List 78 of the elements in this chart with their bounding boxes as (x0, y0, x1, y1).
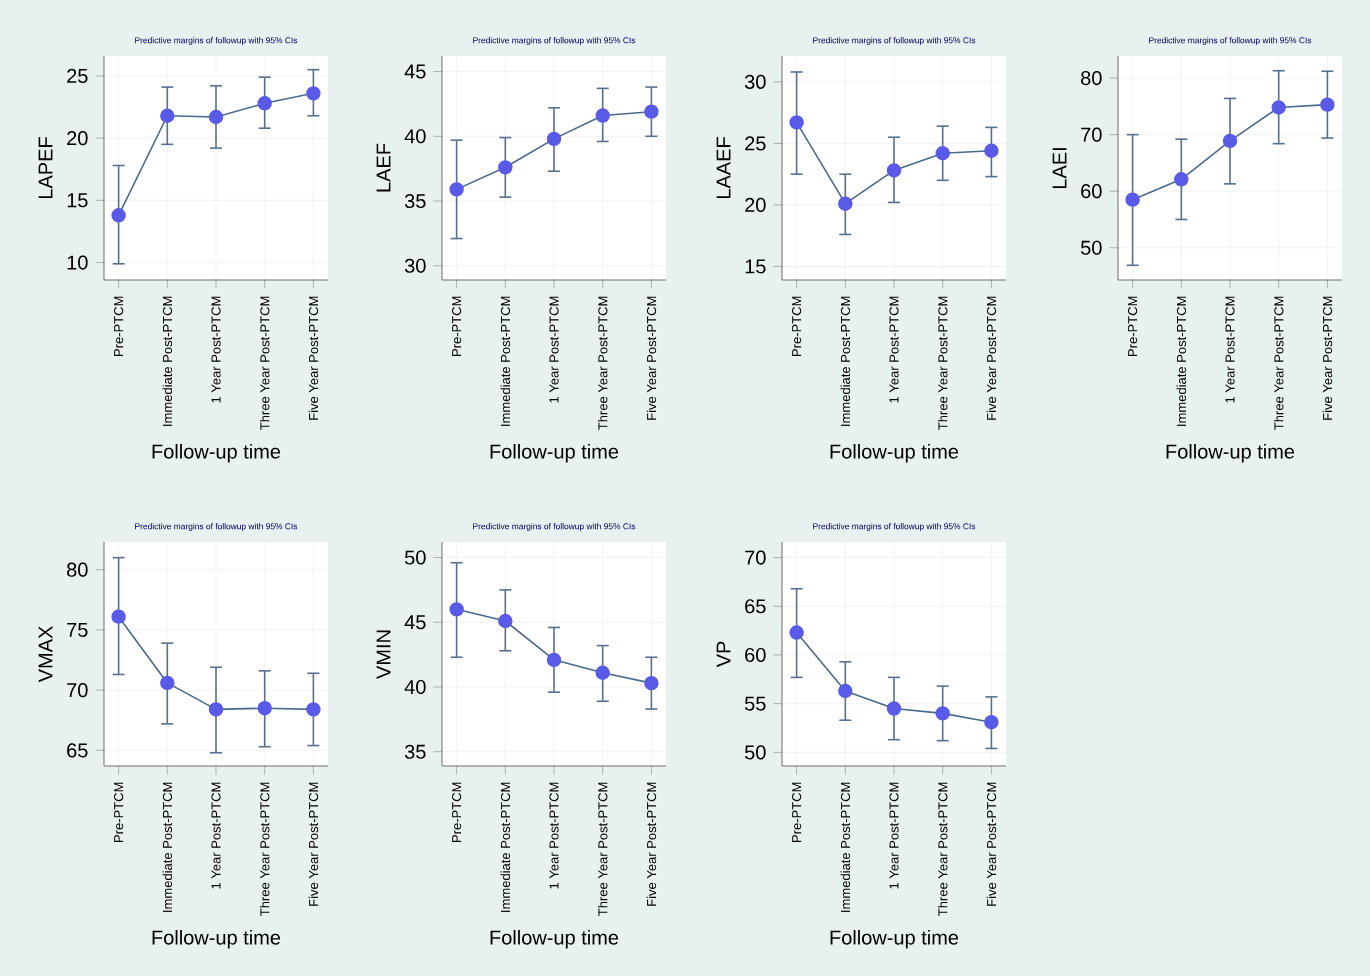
y-tick-label: 40 (404, 679, 426, 695)
y-tick-label: 20 (745, 197, 766, 212)
point (160, 675, 175, 691)
point (886, 701, 902, 716)
point (595, 665, 610, 680)
x-axis-title: Follow-up time (490, 929, 619, 949)
y-axis-title: LAEI (1052, 148, 1067, 189)
y-tick-label: 70 (67, 683, 88, 698)
point (1320, 97, 1335, 112)
y-tick-label: 25 (745, 136, 766, 151)
point (257, 96, 272, 111)
point (546, 131, 562, 147)
x-axis-title: Follow-up time (490, 443, 619, 463)
point (1271, 100, 1286, 115)
y-tick-label: 45 (404, 64, 426, 79)
point (1125, 192, 1140, 207)
y-tick-label: 50 (404, 550, 426, 565)
y-tick-label: 40 (404, 129, 426, 144)
y-axis-title: VP (716, 641, 731, 668)
point (1174, 172, 1189, 187)
y-tick-label: 70 (745, 550, 766, 565)
point (208, 109, 224, 125)
y-tick-label: 80 (1081, 70, 1102, 86)
point (984, 714, 999, 730)
point (306, 702, 321, 717)
y-tick-label: 60 (1081, 184, 1102, 199)
point (789, 115, 804, 130)
point (984, 143, 999, 158)
point (449, 602, 464, 617)
y-tick-label: 35 (404, 193, 426, 209)
y-tick-label: 10 (67, 255, 88, 270)
point (838, 683, 853, 699)
point (546, 652, 562, 668)
point (595, 108, 610, 123)
y-tick-label: 75 (67, 622, 88, 637)
point (306, 86, 321, 101)
x-axis-title: Follow-up time (152, 443, 281, 463)
point (644, 104, 659, 119)
point (1222, 133, 1238, 149)
y-tick-label: 30 (404, 258, 426, 273)
point (498, 160, 513, 175)
y-axis-title: LAAEF (716, 137, 731, 199)
y-tick-label: 50 (1080, 240, 1102, 255)
y-tick-label: 15 (745, 259, 766, 274)
y-tick-label: 50 (744, 745, 766, 760)
point (111, 609, 126, 624)
y-tick-label: 15 (67, 193, 88, 208)
x-axis-title: Follow-up time (1166, 443, 1295, 463)
y-axis-title: VMIN (376, 630, 391, 679)
x-axis-title: Follow-up time (152, 929, 281, 949)
point (257, 701, 272, 716)
y-tick-label: 65 (745, 599, 766, 614)
y-axis-title: LAEF (376, 143, 391, 192)
point (111, 208, 126, 223)
point (498, 613, 513, 629)
y-tick-label: 45 (404, 615, 426, 630)
point (449, 182, 464, 197)
y-tick-label: 70 (1081, 127, 1102, 142)
y-axis-title: VMAX (38, 626, 53, 683)
y-tick-label: 55 (744, 696, 766, 711)
point (644, 675, 659, 691)
point (935, 146, 950, 161)
y-tick-label: 80 (67, 562, 88, 577)
y-tick-label: 35 (404, 744, 426, 759)
point (886, 163, 902, 178)
x-axis-title: Follow-up time (830, 443, 959, 463)
point (160, 108, 175, 123)
point (208, 702, 224, 717)
y-tick-label: 65 (67, 743, 88, 758)
point (935, 706, 950, 721)
y-tick-label: 60 (745, 647, 766, 663)
point (838, 196, 853, 211)
y-tick-label: 25 (67, 68, 88, 83)
y-tick-label: 30 (744, 74, 766, 89)
y-tick-label: 20 (67, 131, 88, 146)
y-axis-title: LAPEF (38, 137, 53, 199)
x-axis-title: Follow-up time (830, 929, 959, 949)
point (789, 625, 804, 640)
